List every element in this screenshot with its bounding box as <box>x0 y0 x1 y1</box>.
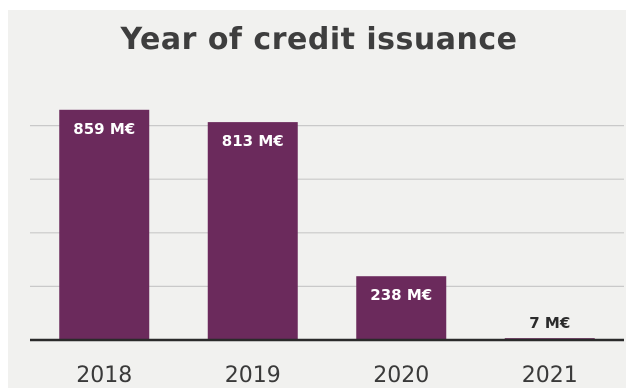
x-tick-labels: 2018 2019 2020 2021 <box>76 363 578 388</box>
x-tick-2021: 2021 <box>522 363 578 388</box>
bars <box>59 109 595 341</box>
x-tick-2020: 2020 <box>373 363 429 388</box>
x-tick-2018: 2018 <box>76 363 132 388</box>
bar-2020 <box>356 276 447 340</box>
x-tick-2019: 2019 <box>225 363 281 388</box>
data-label-2020: 238 M€ <box>370 286 432 304</box>
data-label-2021: 7 M€ <box>529 314 570 332</box>
data-label-2018: 859 M€ <box>73 120 135 138</box>
bar-2018 <box>59 109 150 341</box>
bar-2019 <box>207 122 298 340</box>
data-label-2019: 813 M€ <box>222 132 284 150</box>
data-labels: 859 M€ 813 M€ 238 M€ 7 M€ <box>73 120 570 332</box>
chart-title: Year of credit issuance <box>120 22 518 57</box>
